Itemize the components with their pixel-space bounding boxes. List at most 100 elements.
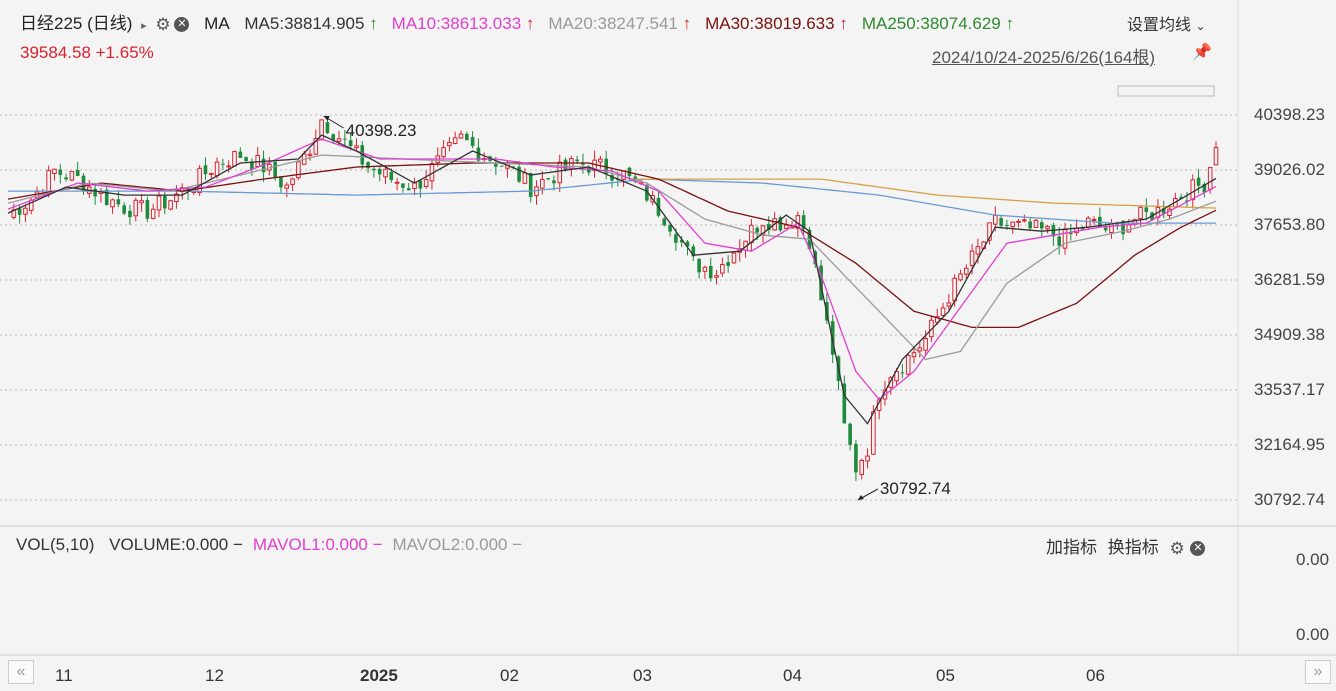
add-indicator-button[interactable]: 加指标	[1046, 538, 1097, 557]
candle	[540, 170, 545, 195]
candle	[714, 270, 719, 285]
candle	[290, 177, 295, 191]
volume-title: VOL(5,10)	[16, 535, 95, 554]
candle	[842, 375, 847, 424]
candle	[128, 204, 132, 225]
candle	[557, 154, 563, 193]
volume-legend-item: MAVOL1:0.000 −	[252, 535, 383, 554]
close-icon[interactable]: ✕	[174, 17, 190, 33]
candle	[203, 157, 208, 181]
volume-ytick: 0.00	[1296, 550, 1330, 569]
candle	[383, 164, 388, 185]
candle	[255, 147, 261, 169]
candle	[859, 458, 865, 480]
ma-legend-item: MA250:38074.629 ↑	[861, 14, 1014, 33]
candle	[1045, 224, 1050, 234]
candle	[104, 185, 109, 206]
candle	[1039, 219, 1044, 238]
trend-arrow-icon: ↑	[525, 14, 535, 33]
candle	[139, 193, 144, 212]
candle	[418, 179, 423, 198]
chart-title: 日经225 (日线)	[20, 14, 133, 33]
candle	[279, 176, 283, 194]
date-range[interactable]: 2024/10/24-2025/6/26(164根)	[932, 48, 1156, 67]
ruler-icon[interactable]	[1117, 85, 1215, 97]
candle	[679, 235, 684, 248]
candle	[1202, 181, 1207, 198]
candle	[452, 131, 458, 145]
candle	[69, 170, 75, 182]
candle	[494, 156, 498, 176]
candle	[691, 243, 696, 261]
scroll-left-button[interactable]: «	[8, 660, 34, 684]
chart-header: 日经225 (日线) ▸ ⚙ ✕ MA MA5:38814.905 ↑ MA10:3…	[20, 9, 1026, 34]
ma-settings-label: 设置均线	[1127, 17, 1192, 34]
candle	[1057, 227, 1061, 255]
candle	[52, 168, 57, 181]
close-icon[interactable]: ✕	[1190, 541, 1206, 557]
xtick-label: 03	[633, 666, 652, 685]
candle	[412, 178, 417, 196]
candle	[208, 172, 214, 179]
candle	[528, 172, 533, 203]
xtick-label: 12	[205, 666, 224, 685]
candle	[767, 216, 771, 235]
expand-arrow-icon[interactable]: ▸	[141, 20, 147, 32]
candle	[888, 375, 894, 395]
ma-settings-button[interactable]: 设置均线 ⌄	[1127, 11, 1206, 35]
ma5-line	[7, 134, 1217, 425]
ytick-label: 33537.17	[1254, 379, 1325, 399]
candle	[848, 422, 852, 451]
candle	[940, 302, 946, 317]
candle	[458, 130, 464, 139]
candle	[963, 264, 969, 279]
candle	[801, 210, 806, 237]
scroll-right-button[interactable]: »	[1305, 660, 1331, 684]
candle	[75, 161, 80, 177]
candle	[93, 182, 97, 205]
indicator-toolbar: 加指标 换指标 ⚙ ✕	[1046, 533, 1206, 559]
ma-legend: MA5:38814.905 ↑ MA10:38613.033 ↑ MA20:3824…	[238, 14, 1022, 33]
candle	[865, 448, 870, 469]
candle	[110, 198, 115, 214]
candle	[325, 119, 330, 135]
candle	[331, 133, 336, 144]
candle	[499, 165, 504, 167]
candle	[917, 340, 923, 358]
candle	[133, 197, 139, 222]
candle	[307, 149, 313, 161]
candle	[23, 204, 28, 223]
switch-indicator-button[interactable]: 换指标	[1107, 538, 1159, 557]
ytick-label: 30792.74	[1254, 490, 1325, 509]
candle	[905, 353, 911, 376]
candle	[726, 255, 730, 273]
candle	[232, 150, 237, 167]
candle	[1213, 141, 1219, 166]
ma-label: MA	[204, 14, 230, 33]
candle	[1138, 206, 1143, 226]
candle	[598, 155, 603, 169]
xtick-label: 02	[500, 666, 519, 685]
ma-legend-item: MA5:38814.905 ↑	[244, 14, 378, 33]
candle	[1103, 222, 1108, 233]
candle	[1033, 218, 1039, 228]
candle	[156, 188, 162, 218]
xtick-label: 05	[936, 666, 955, 685]
gear-icon[interactable]: ⚙	[1169, 539, 1185, 559]
candle	[1144, 198, 1149, 221]
ytick-label: 34909.38	[1254, 324, 1325, 344]
candle	[296, 161, 301, 181]
candle	[470, 131, 475, 149]
xtick-label: 06	[1086, 666, 1105, 685]
candle	[702, 265, 708, 279]
candle	[1010, 221, 1016, 234]
candle	[1028, 217, 1032, 231]
low-annotation: 30792.74	[880, 479, 951, 498]
candle	[377, 166, 382, 182]
gear-icon[interactable]: ⚙	[155, 15, 171, 35]
volume-legend: VOL(5,10) VOLUME:0.000 − MAVOL1:0.000 − MA…	[16, 535, 522, 555]
pin-icon[interactable]: 📌	[1192, 44, 1212, 61]
candle	[145, 196, 150, 222]
candle	[122, 202, 126, 216]
candle	[934, 308, 940, 326]
